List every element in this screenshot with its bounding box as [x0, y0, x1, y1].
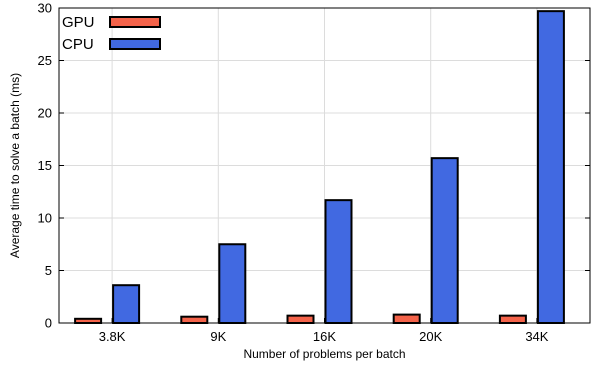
x-tick-label: 9K	[210, 329, 226, 344]
bar-gpu-34k	[498, 314, 527, 324]
y-tick-label: 25	[38, 53, 52, 68]
bar-cpu-9k	[218, 243, 247, 324]
y-tick-label: 0	[45, 316, 52, 331]
x-tick-label: 3.8K	[99, 329, 126, 344]
bar-gpu-9k	[180, 315, 209, 325]
x-tick-label: 20K	[419, 329, 442, 344]
bar-gpu-20k	[392, 313, 421, 325]
bar-gpu-3.8k	[74, 317, 103, 324]
bar-gpu-16k	[286, 314, 315, 324]
y-axis-ticks: 0 5 10 15 20 25 30	[38, 1, 590, 331]
y-tick-label: 30	[38, 1, 52, 16]
y-tick-label: 10	[38, 211, 52, 226]
bars	[74, 10, 565, 325]
bar-cpu-3.8k	[112, 284, 141, 325]
legend-label-cpu: CPU	[62, 36, 94, 53]
y-tick-label: 15	[38, 158, 52, 173]
y-tick-label: 20	[38, 106, 52, 121]
x-tick-label: 16K	[313, 329, 336, 344]
bar-cpu-16k	[324, 199, 353, 324]
legend-swatch-cpu	[109, 38, 161, 50]
x-tick-label: 34K	[525, 329, 548, 344]
legend-label-gpu: GPU	[62, 14, 95, 31]
x-axis-ticks: 3.8K 9K 16K 20K 34K	[99, 318, 549, 344]
bar-cpu-34k	[536, 10, 565, 325]
y-axis-label: Average time to solve a batch (ms)	[8, 73, 22, 258]
y-tick-label: 5	[45, 263, 52, 278]
legend: GPU CPU	[62, 14, 161, 53]
x-axis-label: Number of problems per batch	[243, 347, 405, 361]
bar-cpu-20k	[430, 157, 459, 324]
legend-swatch-gpu	[109, 16, 161, 28]
